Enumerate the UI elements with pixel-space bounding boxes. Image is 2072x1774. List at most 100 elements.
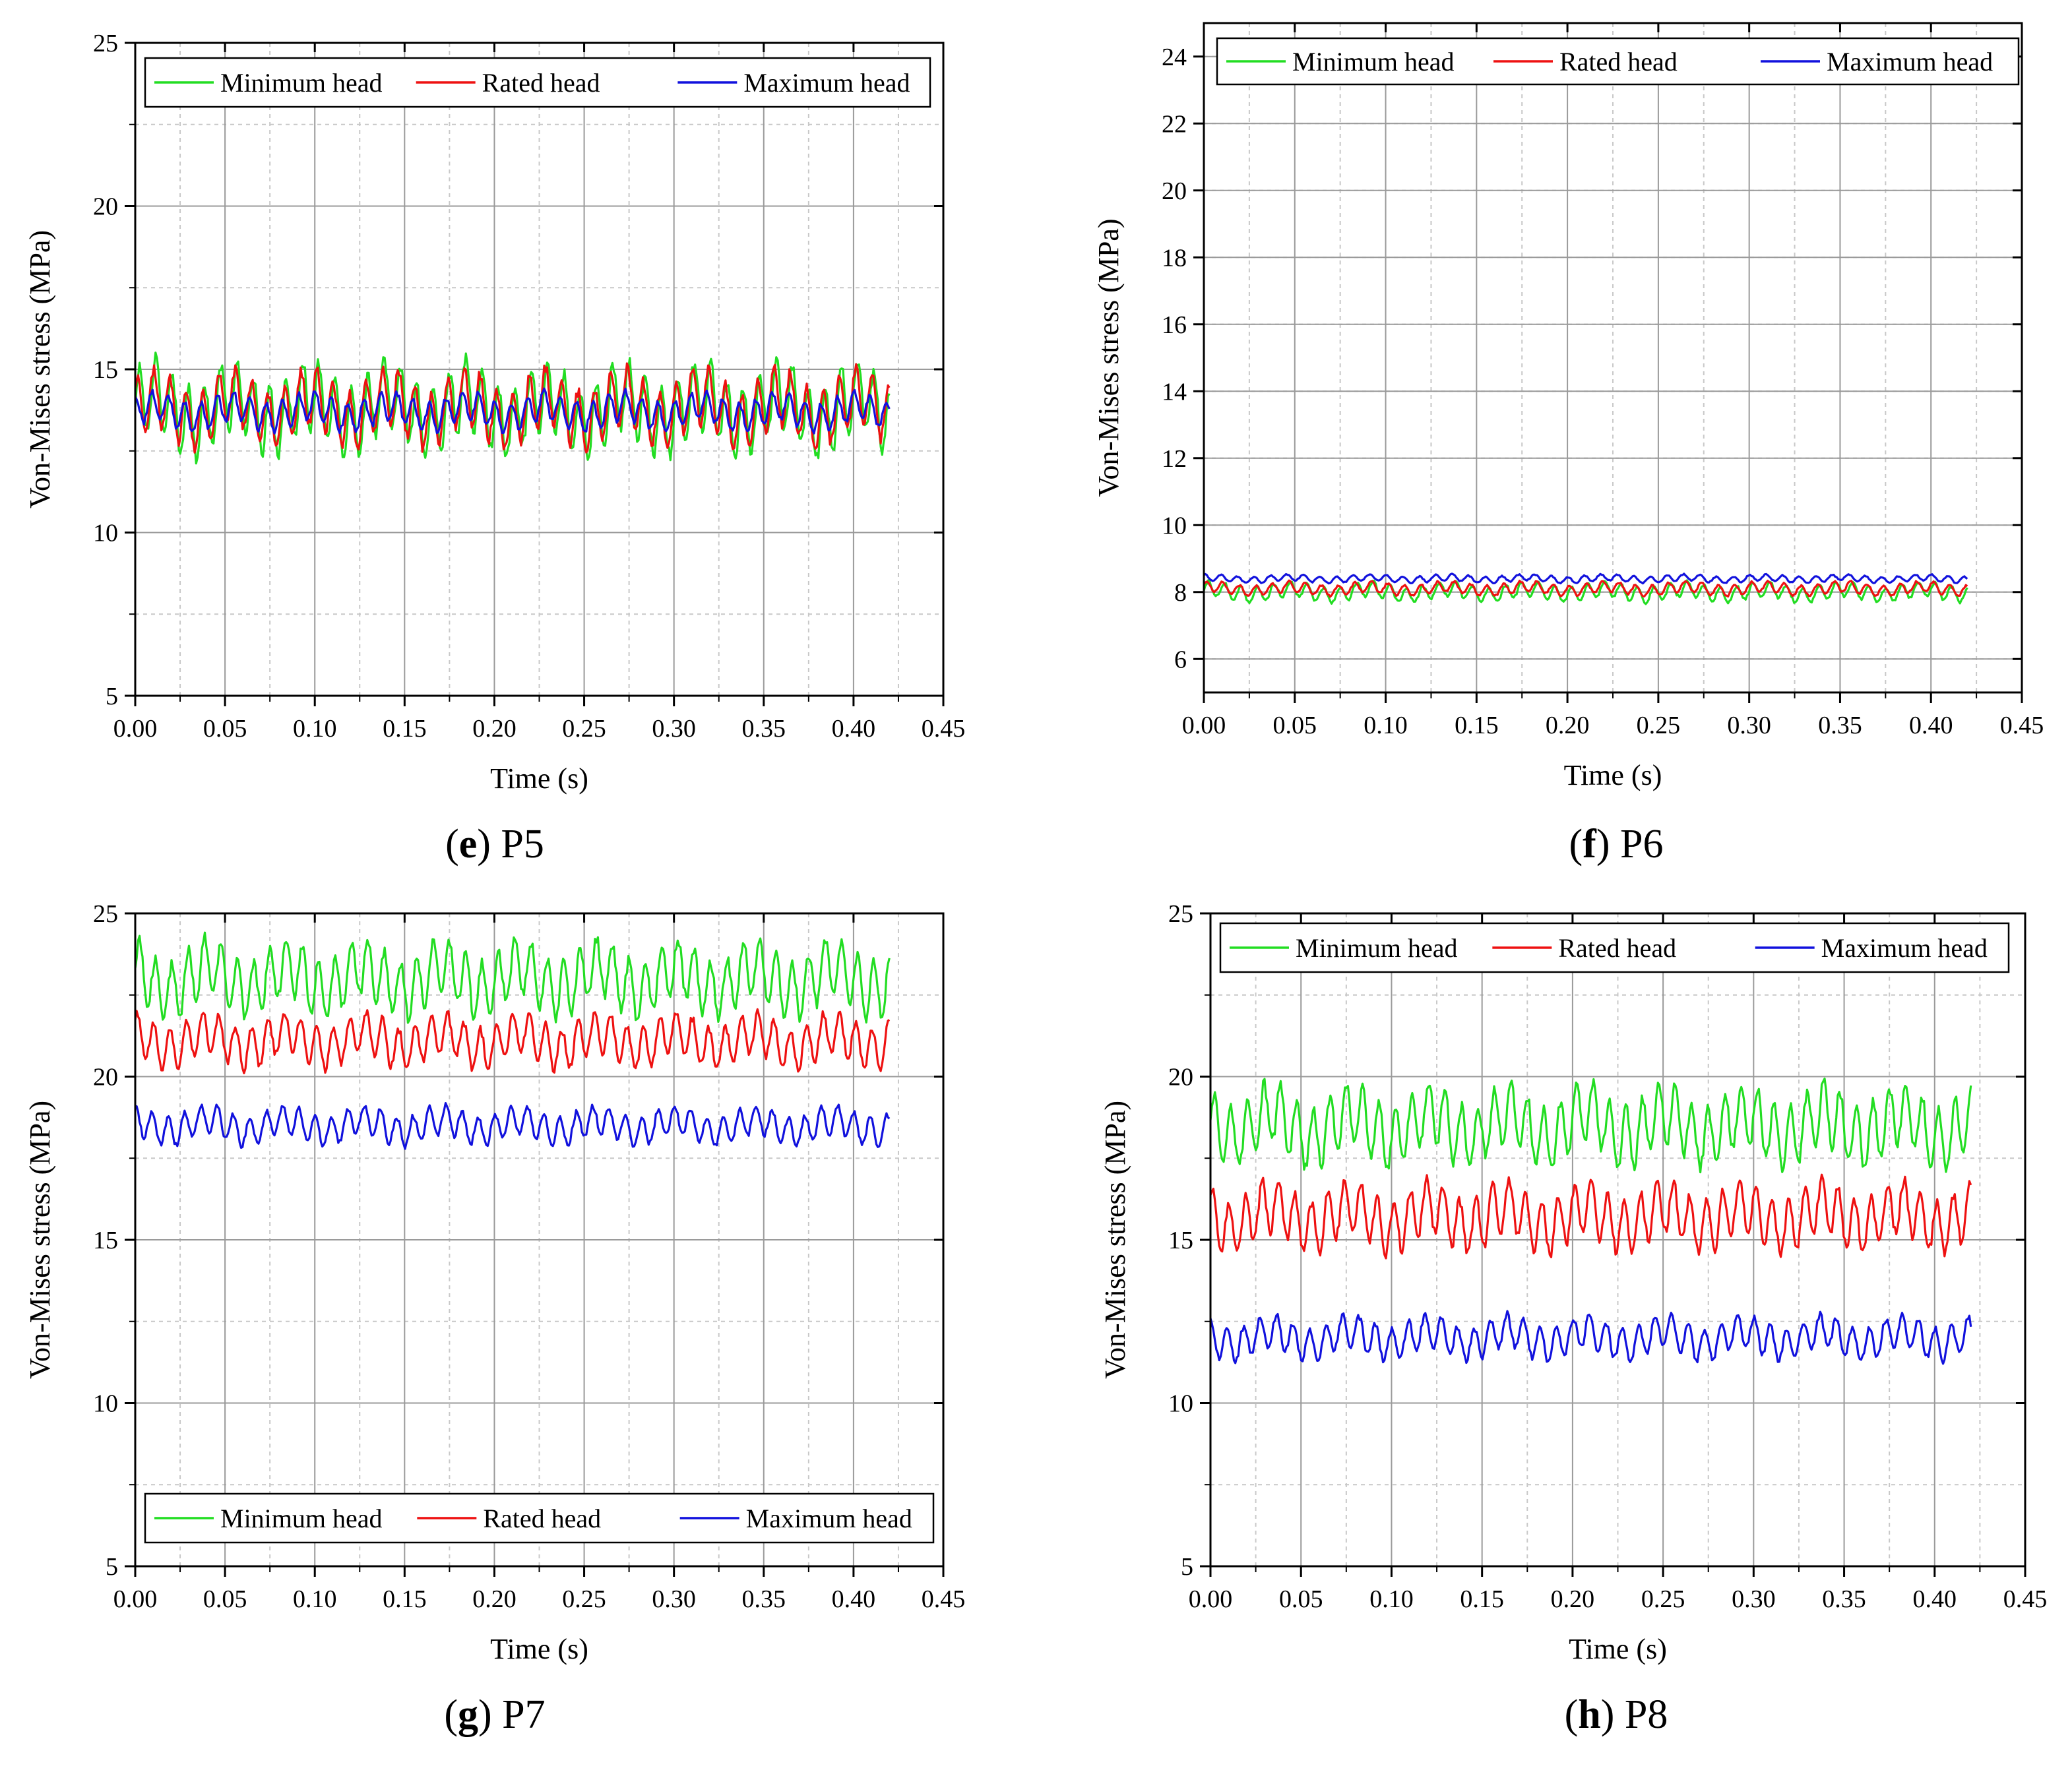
x-tick-label: 0.40 <box>832 715 876 743</box>
legend-label: Rated head <box>1559 47 1678 76</box>
chart-p5: 0.00 0.05 0.10 0.15 0.20 0.25 0.30 0.35 0.40 0.45… <box>24 30 965 867</box>
series-line-rated-head <box>134 362 891 454</box>
x-tick-label: 0.15 <box>383 715 427 743</box>
y-tick-label: 5 <box>1181 1553 1193 1581</box>
legend-label: Maximum head <box>1827 47 1993 76</box>
x-tick-label: 0.25 <box>562 1585 606 1613</box>
caption-label: P5 <box>501 822 544 867</box>
legend-box <box>144 1492 935 1544</box>
legend: Minimum head Rated head Maximum head <box>1216 37 2020 86</box>
caption-paren-open: ( <box>1569 822 1583 867</box>
y-tick-label: 15 <box>93 1227 118 1254</box>
caption-paren-open: ( <box>1565 1692 1579 1737</box>
y-tick-label: 5 <box>106 683 118 710</box>
x-tick-label: 0.10 <box>293 1585 337 1613</box>
panel-caption: (e) P5 <box>445 822 544 867</box>
y-tick-label: 6 <box>1174 646 1187 673</box>
x-tick-label: 0.40 <box>832 1585 876 1613</box>
x-tick-label: 0.45 <box>922 1585 966 1613</box>
y-tick-label: 20 <box>93 193 118 221</box>
x-tick-label: 0.40 <box>1913 1585 1957 1613</box>
y-tick-label: 25 <box>93 30 118 57</box>
y-tick-label: 14 <box>1162 378 1187 406</box>
series-line-maximum-head <box>135 1102 891 1150</box>
panel-caption: (f) P6 <box>1569 822 1664 867</box>
y-axis-title: Von-Mises stress (MPa) <box>1092 218 1125 497</box>
x-tick-label: 0.35 <box>1822 1585 1866 1613</box>
x-tick-label: 0.30 <box>652 715 696 743</box>
x-tick-label: 0.15 <box>1460 1585 1504 1613</box>
legend-label: Maximum head <box>746 1504 912 1533</box>
series-line-rated-head <box>1209 1173 1972 1260</box>
chart-p8: 0.00 0.05 0.10 0.15 0.20 0.25 0.30 0.35 0.40 0.45… <box>1099 900 2047 1737</box>
x-tick-label: 0.30 <box>1727 712 1771 739</box>
x-tick-label: 0.15 <box>1455 712 1499 739</box>
x-tick-label: 0.35 <box>1818 712 1862 739</box>
x-axis-title: Time (s) <box>1569 1633 1667 1665</box>
caption-paren-close: ) <box>1601 1692 1625 1737</box>
x-tick-label: 0.05 <box>203 1585 247 1613</box>
y-axis-title: Von-Mises stress (MPa) <box>1099 1101 1131 1379</box>
y-tick-label: 5 <box>106 1553 118 1581</box>
legend-label: Rated head <box>482 68 600 98</box>
y-tick-label: 10 <box>93 1390 118 1418</box>
x-tick-label: 0.35 <box>742 715 786 743</box>
x-tick-label: 0.45 <box>2003 1585 2048 1613</box>
caption-paren-close: ) <box>478 1692 502 1737</box>
caption-label: P8 <box>1625 1692 1668 1737</box>
caption-paren-open: ( <box>444 1692 458 1737</box>
caption-label: P6 <box>1620 822 1663 867</box>
x-axis-title: Time (s) <box>490 1633 588 1665</box>
caption-paren-open: ( <box>445 822 459 867</box>
x-tick-label: 0.00 <box>1182 712 1226 739</box>
series-line-rated-head <box>1203 579 1968 598</box>
x-tick-label: 0.10 <box>293 715 337 743</box>
x-tick-label: 0.45 <box>922 715 966 743</box>
x-tick-label: 0.10 <box>1369 1585 1414 1613</box>
legend: Minimum head Rated head Maximum head <box>144 57 931 108</box>
x-tick-label: 0.30 <box>652 1585 696 1613</box>
x-tick-label: 0.05 <box>1279 1585 1323 1613</box>
y-tick-label: 20 <box>1162 177 1187 205</box>
chart-p6: 0.00 0.05 0.10 0.15 0.20 0.25 0.30 0.35 0.40 0.45… <box>1092 22 2044 867</box>
y-tick-label: 25 <box>1168 900 1193 928</box>
caption-letter: h <box>1578 1692 1600 1737</box>
y-tick-label: 15 <box>1168 1227 1193 1254</box>
y-tick-label: 18 <box>1162 244 1187 272</box>
series-line-minimum-head <box>134 352 891 465</box>
panel-caption: (g) P7 <box>444 1692 545 1737</box>
series-line-minimum-head <box>134 931 891 1024</box>
x-tick-label: 0.20 <box>472 715 517 743</box>
x-tick-label: 0.10 <box>1364 712 1408 739</box>
x-tick-label: 0.20 <box>472 1585 517 1613</box>
x-tick-label: 0.15 <box>383 1585 427 1613</box>
x-tick-label: 0.05 <box>1273 712 1317 739</box>
legend-label: Rated head <box>1558 933 1676 963</box>
legend-label: Minimum head <box>1292 47 1455 76</box>
x-tick-label: 0.35 <box>742 1585 786 1613</box>
x-tick-label: 0.30 <box>1732 1585 1776 1613</box>
y-tick-label: 20 <box>1168 1064 1193 1091</box>
panel-caption: (h) P8 <box>1565 1692 1668 1737</box>
legend-box <box>1219 922 2010 973</box>
y-tick-label: 25 <box>93 900 118 928</box>
caption-label: P7 <box>502 1692 545 1737</box>
caption-paren-close: ) <box>1596 822 1620 867</box>
x-tick-label: 0.05 <box>203 715 247 743</box>
y-tick-label: 10 <box>1162 512 1187 539</box>
caption-letter: e <box>459 822 478 867</box>
x-tick-label: 0.00 <box>113 1585 158 1613</box>
x-axis-title: Time (s) <box>1564 759 1662 791</box>
y-tick-label: 15 <box>93 356 118 384</box>
x-axis-title: Time (s) <box>490 762 588 795</box>
y-axis-title: Von-Mises stress (MPa) <box>24 1101 56 1379</box>
y-tick-label: 10 <box>1168 1390 1193 1418</box>
legend-label: Minimum head <box>1296 933 1458 963</box>
y-tick-label: 16 <box>1162 311 1187 339</box>
y-axis-title: Von-Mises stress (MPa) <box>24 230 56 508</box>
series-line-maximum-head <box>1209 1310 1972 1365</box>
caption-letter: f <box>1583 822 1597 867</box>
series-line-minimum-head <box>1209 1077 1972 1174</box>
x-tick-label: 0.00 <box>1189 1585 1233 1613</box>
